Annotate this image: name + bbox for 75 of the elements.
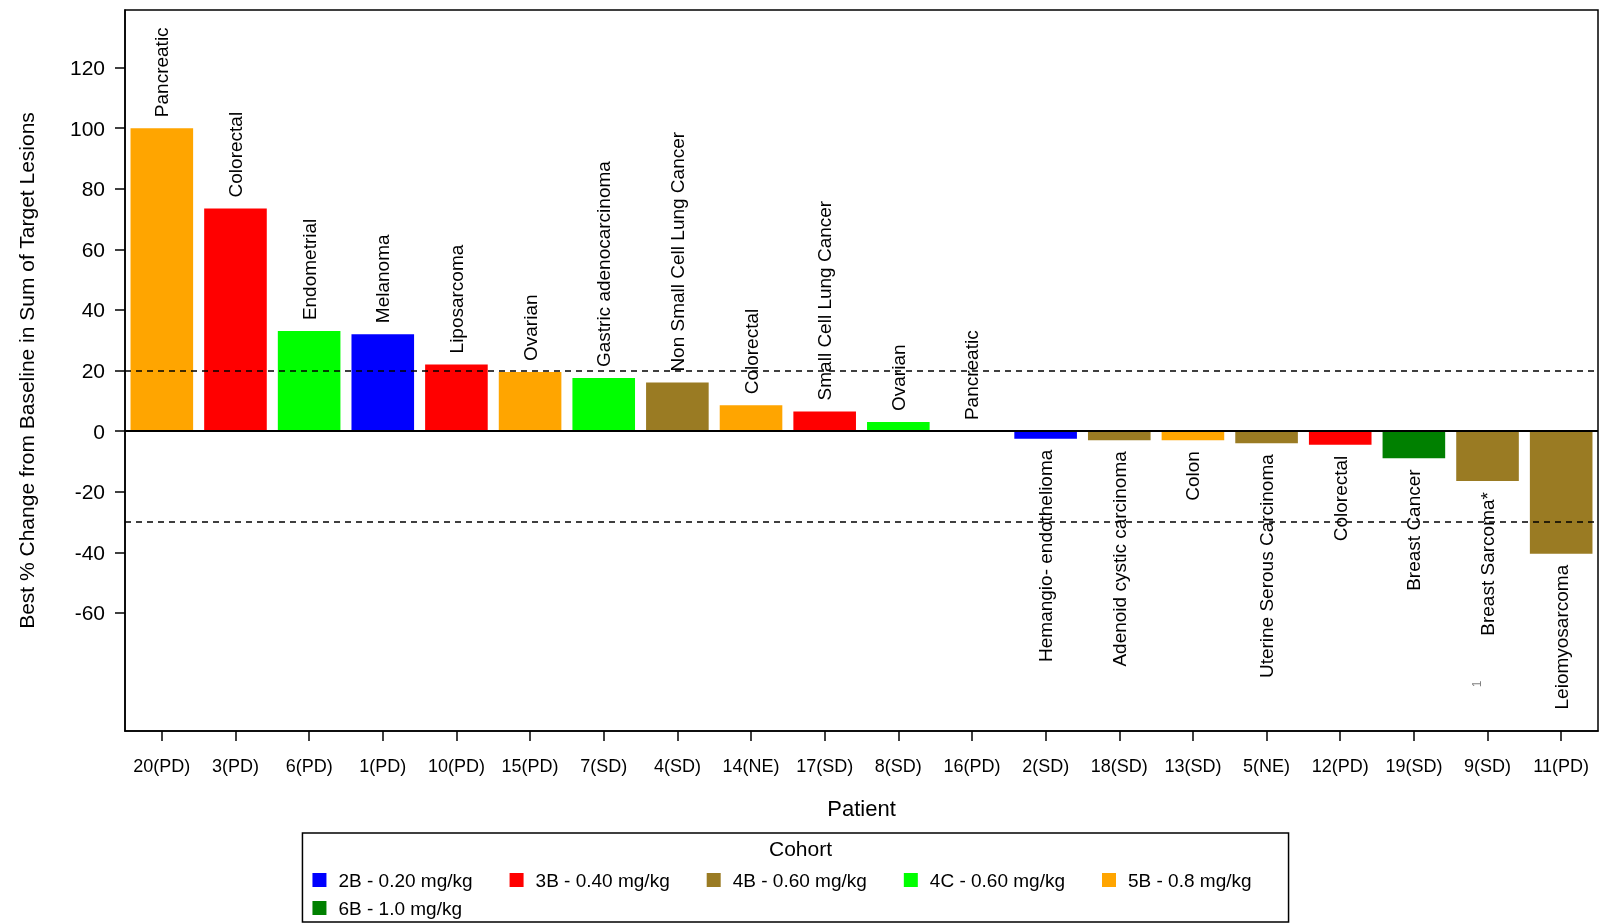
- y-tick-label: 100: [69, 116, 105, 140]
- annotation: Uterine Serous Carcinoma: [1256, 453, 1278, 679]
- x-tick-label: 11(PD): [1533, 756, 1590, 776]
- legend-label: 3B - 0.40 mg/kg: [535, 869, 670, 891]
- x-tick-label: 1(PD): [359, 756, 407, 776]
- annotation: Colorectal: [224, 111, 246, 198]
- x-axis-title: Patient: [827, 795, 896, 821]
- bar: [277, 331, 341, 432]
- annotation: Endometrial: [298, 218, 320, 321]
- annotation: Melanoma: [372, 234, 394, 324]
- x-tick-label: 5(NE): [1243, 756, 1291, 776]
- annotation: Liposarcoma: [445, 244, 467, 354]
- x-tick-label: 19(SD): [1385, 756, 1443, 776]
- legend-label: 4C - 0.60 mg/kg: [929, 869, 1065, 891]
- bar: [1308, 431, 1372, 445]
- bar: [572, 378, 636, 432]
- x-tick-label: 9(SD): [1464, 756, 1512, 776]
- x-tick-label: 6(PD): [285, 756, 333, 776]
- bar: [1235, 431, 1298, 444]
- annotation: Non Small Cell Lung Cancer: [666, 131, 688, 372]
- legend-label: 6B - 1.0 mg/kg: [338, 897, 463, 919]
- annotation: 1: [1470, 680, 1484, 688]
- x-tick-label: 15(PD): [501, 756, 559, 776]
- y-tick-label: 120: [69, 56, 105, 80]
- annotation: Colorectal: [740, 308, 762, 395]
- bar: [351, 334, 415, 432]
- x-tick-label: 18(SD): [1090, 756, 1148, 776]
- x-tick-label: 3(PD): [211, 756, 259, 776]
- bar: [646, 382, 709, 432]
- legend-label: 2B - 0.20 mg/kg: [338, 869, 473, 891]
- x-tick-label: 7(SD): [580, 756, 628, 776]
- annotation: Small Cell Lung Cancer: [814, 200, 836, 401]
- y-axis-title: Best % Change from Baseline in Sum of Target Lesions: [15, 112, 38, 629]
- y-tick-label: -20: [74, 480, 105, 504]
- x-tick-label: 13(SD): [1164, 756, 1222, 776]
- x-tick-label: 14(NE): [722, 756, 780, 776]
- annotation: Pancreatic: [151, 27, 173, 118]
- y-tick-label: 40: [81, 298, 105, 322]
- annotation: Colon: [1182, 451, 1204, 501]
- y-tick-label: 0: [93, 419, 105, 443]
- bar: [793, 411, 856, 432]
- x-tick-label: 2(SD): [1022, 756, 1070, 776]
- annotation: Gastric adenocarcinoma: [593, 160, 615, 368]
- bar: [1529, 431, 1593, 554]
- bar: [425, 364, 488, 432]
- bar: [204, 208, 267, 432]
- annotation: Hemangio- endothelioma: [1035, 449, 1057, 662]
- annotation: Ovarian: [887, 344, 909, 411]
- bar: [1456, 431, 1519, 482]
- bar: [1382, 431, 1446, 459]
- y-tick-label: 80: [81, 177, 105, 201]
- y-tick-label: -60: [74, 601, 105, 625]
- y-tick-label: 60: [81, 237, 105, 261]
- annotation: Ovarian: [519, 294, 541, 362]
- legend-title: Cohort: [768, 837, 833, 860]
- bar: [719, 405, 783, 432]
- x-tick-label: 20(PD): [133, 756, 191, 776]
- x-tick-label: 16(PD): [943, 756, 1001, 776]
- x-tick-label: 17(SD): [796, 756, 854, 776]
- bar: [130, 128, 194, 432]
- y-tick-label: 20: [81, 359, 105, 382]
- annotation: Breast Sarcoma*: [1477, 491, 1499, 636]
- x-tick-label: 8(SD): [874, 756, 922, 776]
- x-tick-label: 10(PD): [427, 756, 485, 776]
- x-tick-label: 12(PD): [1311, 756, 1369, 776]
- annotation: Leiomyosarcoma: [1550, 564, 1572, 710]
- bar: [498, 372, 562, 432]
- annotation: Breast Cancer: [1403, 468, 1425, 591]
- annotation: Pancreatic: [961, 330, 983, 421]
- legend-label: 4B - 0.60 mg/kg: [732, 869, 867, 891]
- annotation: Adenoid cystic carcinoma: [1108, 450, 1130, 667]
- y-tick-label: -40: [74, 540, 105, 564]
- annotation: Colorectal: [1329, 455, 1351, 542]
- legend-label: 5B - 0.8 mg/kg: [1127, 869, 1252, 891]
- x-tick-label: 4(SD): [653, 756, 701, 776]
